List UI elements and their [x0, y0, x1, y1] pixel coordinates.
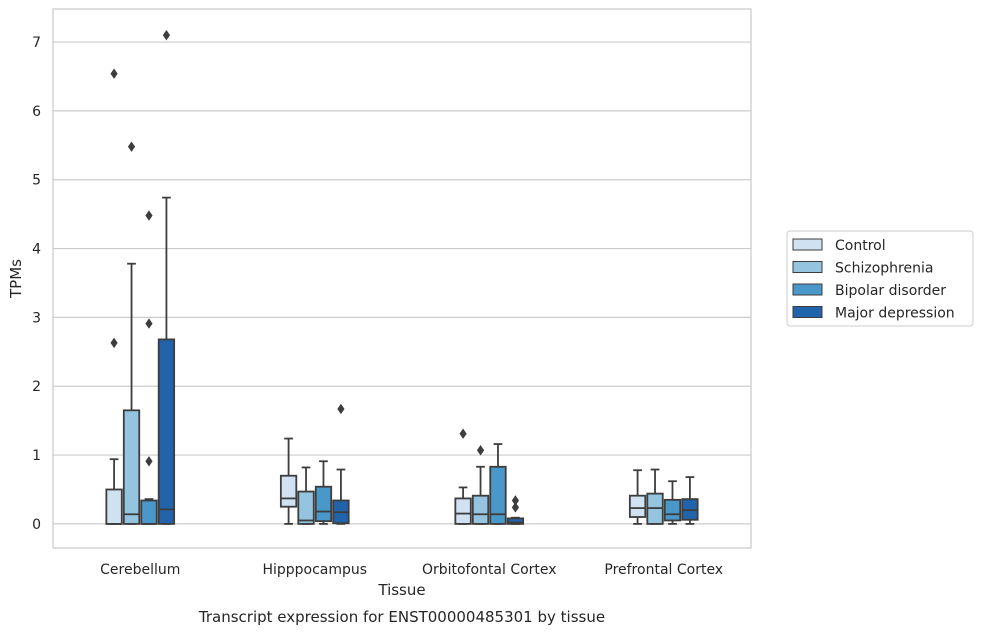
outlier-point: [110, 68, 118, 79]
box-schizophrenia-0: [122, 141, 141, 525]
outlier-point: [110, 337, 118, 349]
box-bipolar-disorder-0: [140, 210, 158, 525]
chart-caption: Transcript expression for ENST0000048530…: [198, 608, 605, 626]
legend-label: Bipolar disorder: [835, 283, 946, 299]
outlier-point: [476, 445, 485, 456]
box-bipolar-disorder-3: [663, 480, 682, 525]
box-iqr: [454, 497, 472, 525]
outlier-point: [511, 502, 520, 513]
legend-label: Schizophrenia: [835, 261, 933, 277]
y-tick-label: 1: [32, 448, 41, 464]
y-tick-label: 7: [32, 35, 41, 51]
legend-swatch: [792, 283, 823, 296]
box-major-depression-1: [332, 403, 350, 525]
legend-swatch: [792, 261, 823, 273]
y-tick-label: 5: [32, 173, 41, 189]
box-iqr: [628, 494, 647, 518]
outlier-point: [145, 318, 153, 329]
outlier-point: [459, 428, 467, 439]
box-major-depression-2: [506, 495, 525, 525]
box-major-depression-3: [681, 476, 699, 525]
y-tick-label: 2: [32, 379, 41, 395]
box-schizophrenia-1: [297, 466, 315, 525]
box-iqr: [157, 338, 176, 525]
outlier-point: [511, 495, 520, 506]
x-tick-label: Hipppocampus: [262, 562, 367, 578]
box-iqr: [314, 485, 333, 523]
box-control-2: [454, 428, 472, 525]
legend-label: Major depression: [835, 306, 955, 322]
box-iqr: [279, 474, 298, 508]
y-tick-label: 0: [32, 517, 41, 533]
box-bipolar-disorder-2: [489, 443, 507, 525]
legend-swatch: [792, 306, 823, 318]
y-tick-label: 6: [32, 104, 41, 120]
outlier-point: [127, 141, 136, 152]
box-iqr: [663, 498, 682, 522]
boxes: [105, 29, 699, 525]
x-axis-title: Tissue: [377, 581, 425, 599]
outlier-point: [145, 210, 153, 221]
outlier-point: [162, 29, 171, 41]
box-iqr: [489, 465, 507, 525]
box-control-3: [628, 469, 647, 525]
box-iqr: [471, 494, 490, 525]
box-iqr: [122, 409, 141, 525]
box-iqr: [140, 499, 158, 525]
x-tick-label: Orbitofontal Cortex: [422, 562, 557, 578]
gridlines: [53, 41, 751, 525]
outlier-point: [145, 456, 153, 467]
box-control-1: [279, 437, 298, 525]
y-axis-title: TPMs: [7, 259, 25, 299]
outlier-point: [337, 403, 345, 415]
plot-area-frame: [52, 8, 752, 549]
box-iqr: [297, 490, 315, 525]
legend-frame: [786, 230, 974, 327]
box-control-0: [105, 68, 123, 525]
y-tick-label: 3: [32, 310, 41, 326]
legend-label: Control: [835, 238, 886, 254]
box-iqr: [506, 517, 525, 525]
legend-swatch: [792, 238, 823, 251]
y-tick-label: 4: [32, 242, 41, 258]
box-major-depression-0: [157, 29, 176, 525]
x-tick-label: Cerebellum: [100, 562, 180, 578]
x-tick-label: Prefrontal Cortex: [604, 562, 723, 578]
x-tick-labels: Cerebellum Hipppocampus Orbitofontal Corte…: [100, 562, 723, 578]
box-schizophrenia-2: [471, 445, 490, 525]
box-iqr: [105, 488, 123, 525]
legend: Control Schizophrenia Bipolar disorder Majo…: [786, 230, 974, 327]
box-schizophrenia-3: [646, 468, 664, 525]
y-tick-labels: 0 1 2 3 4 5 6 7: [32, 35, 41, 533]
box-bipolar-disorder-1: [314, 460, 333, 525]
